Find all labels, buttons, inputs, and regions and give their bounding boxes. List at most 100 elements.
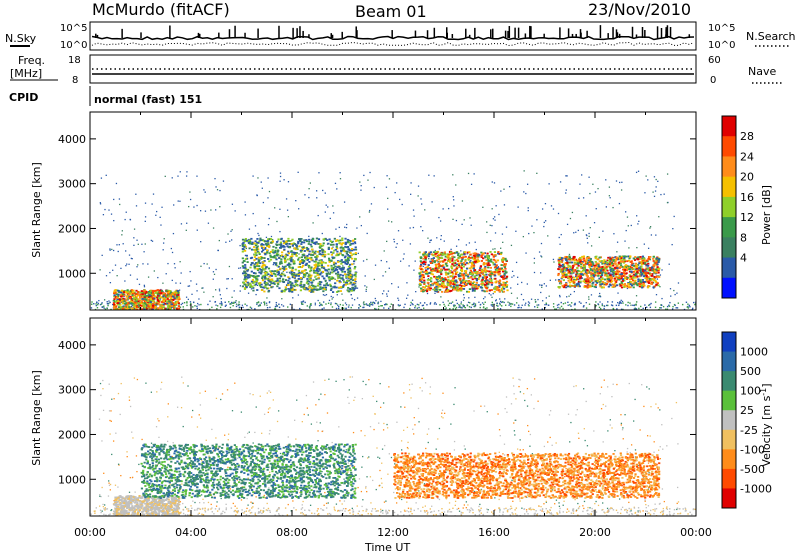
scatter-point [278,244,280,246]
scatter-point [619,301,620,302]
scatter-point [127,289,129,291]
scatter-point [472,285,474,287]
scatter-point [566,296,567,297]
scatter-point [398,300,399,301]
scatter-point [512,271,513,272]
scatter-point [174,306,176,308]
scatter-point [558,213,559,214]
scatter-point [413,209,414,210]
scatter-point [289,272,290,273]
scatter-point [407,295,408,296]
scatter-point [576,261,578,263]
scatter-point [269,307,270,308]
scatter-point [570,294,571,295]
scatter-point [266,272,268,274]
scatter-point [238,301,239,302]
scatter-point [319,286,321,288]
scatter-point [308,253,310,255]
scatter-point [299,239,301,241]
scatter-point [337,305,338,306]
scatter-point [470,254,472,256]
scatter-point [355,246,357,248]
scatter-point [292,245,294,247]
scatter-point [251,281,253,283]
scatter-point [153,302,155,304]
scatter-point [565,175,566,176]
scatter-point [555,279,556,280]
scatter-point [327,265,329,267]
scatter-point [341,254,343,256]
scatter-point [133,305,135,307]
scatter-point [543,226,544,227]
scatter-point [527,184,528,185]
scatter-point [209,267,210,268]
scatter-point [190,280,191,281]
scatter-point [91,307,92,308]
scatter-point [291,255,293,257]
scatter-point [253,246,255,248]
scatter-point [113,292,115,294]
scatter-point [331,296,332,297]
scatter-point [445,279,447,281]
scatter-point [660,274,661,275]
scatter-point [429,242,430,243]
scatter-point [670,295,671,296]
scatter-point [275,264,277,266]
scatter-point [350,252,352,254]
scatter-point [270,283,272,285]
scatter-point [503,189,504,190]
scatter-point [672,228,673,229]
scatter-point [590,227,591,228]
scatter-point [491,253,493,255]
scatter-point [262,261,264,263]
scatter-point [311,291,313,293]
scatter-point [190,271,191,272]
scatter-point [256,264,258,266]
scatter-point [482,277,484,279]
scatter-point [336,246,338,248]
scatter-point [460,260,462,262]
scatter-point [262,188,263,189]
scatter-point [347,287,349,289]
scatter-point [478,260,480,262]
scatter-point [537,299,538,300]
beam-title: Beam 01 [355,2,427,21]
scatter-point [268,260,270,262]
scatter-point [413,227,414,228]
scatter-point [594,286,596,288]
scatter-point [330,304,331,305]
scatter-point [158,304,160,306]
scatter-point [471,184,472,185]
scatter-point [429,267,431,269]
scatter-point [311,246,313,248]
scatter-point [649,256,651,258]
scatter-point [256,302,257,303]
scatter-point [550,280,551,281]
scatter-point [457,303,458,304]
scatter-point [217,305,218,306]
scatter-point [189,285,190,286]
scatter-point [418,185,419,186]
scatter-point [215,269,216,270]
scatter-point [578,198,579,199]
scatter-point [476,274,478,276]
scatter-point [148,276,149,277]
scatter-point [251,249,253,251]
scatter-point [481,260,483,262]
scatter-point [440,268,442,270]
scatter-point [643,283,645,285]
scatter-point [197,308,198,309]
scatter-point [270,256,272,258]
scatter-point [287,259,289,261]
scatter-point [309,276,311,278]
scatter-point [546,297,547,298]
scatter-point [471,262,473,264]
scatter-point [203,263,204,264]
scatter-point [503,259,505,261]
scatter-point [655,234,656,235]
scatter-point [455,280,457,282]
scatter-point [639,283,641,285]
scatter-point [261,289,263,291]
scatter-point [617,292,618,293]
scatter-point [669,264,670,265]
